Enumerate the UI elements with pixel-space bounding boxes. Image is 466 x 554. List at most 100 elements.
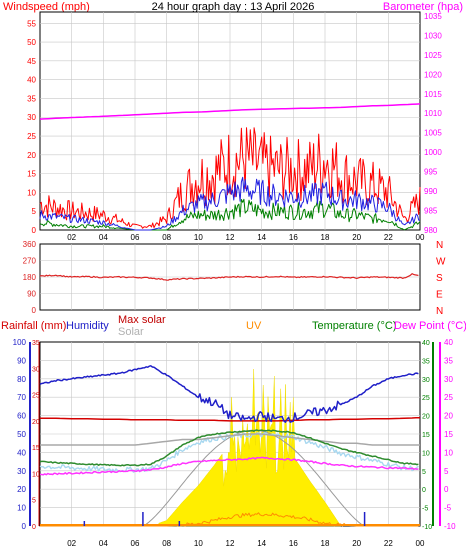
temperature-tick-label: -10 xyxy=(422,524,432,531)
windspeed-axis-label: Windspeed (mph) xyxy=(3,1,90,13)
x-tick-label: 16 xyxy=(289,233,298,242)
temperature-tick-label: 30 xyxy=(422,377,430,384)
x-tick-label: 04 xyxy=(99,539,108,548)
barometer-tick-label: 1020 xyxy=(424,70,442,79)
humidity-tick-label: 100 xyxy=(13,338,27,347)
x-tick-label: 04 xyxy=(99,233,108,242)
temperature-axis-label: Temperature (°C) xyxy=(312,320,396,332)
dewpoint-tick-label: 30 xyxy=(444,375,453,384)
windspeed-tick-label: 10 xyxy=(27,188,36,197)
barometer-tick-label: 1015 xyxy=(424,90,442,99)
windspeed-tick-label: 5 xyxy=(32,207,37,216)
humidity-tick-label: 90 xyxy=(17,356,26,365)
dewpoint-tick-label: 10 xyxy=(444,448,453,457)
x-tick-label: 06 xyxy=(131,233,140,242)
x-tick-label: 18 xyxy=(321,233,330,242)
humidity-tick-label: 50 xyxy=(17,430,26,439)
humidity-tick-label: 20 xyxy=(17,485,26,494)
windspeed-tick-label: 15 xyxy=(27,170,36,179)
humidity-tick-label: 0 xyxy=(22,522,27,531)
dewpoint-tick-label: 15 xyxy=(444,430,453,439)
x-tick-label: 12 xyxy=(226,539,235,548)
humidity-tick-label: 30 xyxy=(17,467,26,476)
x-tick-label: 22 xyxy=(384,233,393,242)
humidity-axis-label: Humidity xyxy=(66,320,109,332)
barometer-axis-label: Barometer (hpa) xyxy=(383,1,463,13)
graph-title: 24 hour graph day : 13 April 2026 xyxy=(152,1,315,13)
windspeed-tick-label: 35 xyxy=(27,94,36,103)
humidity-tick-label: 40 xyxy=(17,448,26,457)
x-tick-label: 18 xyxy=(321,539,330,548)
solar-fill xyxy=(158,368,342,527)
windspeed-tick-label: 30 xyxy=(27,113,36,122)
dewpoint-tick-label: 20 xyxy=(444,412,453,421)
rainfall-line xyxy=(40,416,421,422)
windspeed-tick-label: 0 xyxy=(32,226,37,235)
wind-gust-line xyxy=(39,127,421,229)
wind-lull-line xyxy=(39,198,421,231)
direction-tick-label: 90 xyxy=(27,290,36,299)
barometer-tick-label: 985 xyxy=(424,207,438,216)
windspeed-tick-label: 55 xyxy=(27,19,36,28)
barometer-tick-label: 1000 xyxy=(424,148,442,157)
dewpoint-tick-label: -5 xyxy=(444,504,452,513)
windspeed-tick-label: 45 xyxy=(27,57,36,66)
direction-tick-label: 360 xyxy=(23,240,37,249)
x-tick-label: 00 xyxy=(416,233,425,242)
humidity-line xyxy=(39,365,419,423)
dewpoint-tick-label: 25 xyxy=(444,393,453,402)
compass-label: N xyxy=(436,240,443,251)
wind-direction-line xyxy=(39,273,419,281)
x-tick-label: 06 xyxy=(131,539,140,548)
wind-average-line xyxy=(39,176,421,231)
barometer-tick-label: 1005 xyxy=(424,129,442,138)
direction-tick-label: 270 xyxy=(23,257,37,266)
temperature-tick-label: 0 xyxy=(422,487,426,494)
humidity-tick-label: 80 xyxy=(17,375,26,384)
temperature-tick-label: 35 xyxy=(422,358,430,365)
barometer-tick-label: 1025 xyxy=(424,51,442,60)
x-tick-label: 00 xyxy=(416,539,425,548)
x-tick-label: 14 xyxy=(257,539,266,548)
x-tick-label: 10 xyxy=(194,233,203,242)
compass-label: S xyxy=(436,273,443,284)
x-tick-label: 08 xyxy=(162,539,171,548)
max-solar-arc xyxy=(142,429,365,527)
x-tick-label: 10 xyxy=(194,539,203,548)
temperature-tick-label: 20 xyxy=(422,414,430,421)
dewpoint-tick-label: 35 xyxy=(444,356,453,365)
rainfall-tick-label: 15 xyxy=(32,445,40,452)
humidity-tick-label: 60 xyxy=(17,412,26,421)
humidity-tick-label: 10 xyxy=(17,504,26,513)
dew-point-line xyxy=(39,456,419,476)
x-tick-label: 12 xyxy=(226,233,235,242)
x-tick-label: 22 xyxy=(384,539,393,548)
barometer-tick-label: 980 xyxy=(424,226,438,235)
compass-label: N xyxy=(436,306,443,317)
temperature-tick-label: -5 xyxy=(422,506,428,513)
barometer-tick-label: 1010 xyxy=(424,109,442,118)
barometer-tick-label: 1030 xyxy=(424,31,442,40)
solar-label: Solar xyxy=(118,326,144,338)
temperature-tick-label: 10 xyxy=(422,450,430,457)
direction-tick-label: 0 xyxy=(32,306,37,315)
x-tick-label: 14 xyxy=(257,233,266,242)
temperature-tick-label: 40 xyxy=(422,340,430,347)
dewpoint-tick-label: -10 xyxy=(444,522,456,531)
dewpoint-tick-label: 0 xyxy=(444,485,449,494)
humidity-tick-label: 70 xyxy=(17,393,26,402)
x-tick-label: 20 xyxy=(352,539,361,548)
rainfall-axis-label: Rainfall (mm) xyxy=(1,320,66,332)
direction-tick-label: 180 xyxy=(23,273,37,282)
windspeed-tick-label: 25 xyxy=(27,132,36,141)
x-tick-label: 20 xyxy=(352,233,361,242)
rainfall-tick-label: 30 xyxy=(32,366,40,373)
windspeed-tick-label: 20 xyxy=(27,151,36,160)
dewpoint-tick-label: 5 xyxy=(444,467,449,476)
temperature-tick-label: 15 xyxy=(422,432,430,439)
rainfall-tick-label: 10 xyxy=(32,471,40,478)
x-tick-label: 08 xyxy=(162,233,171,242)
x-tick-label: 16 xyxy=(289,539,298,548)
barometer-tick-label: 1035 xyxy=(424,12,442,21)
